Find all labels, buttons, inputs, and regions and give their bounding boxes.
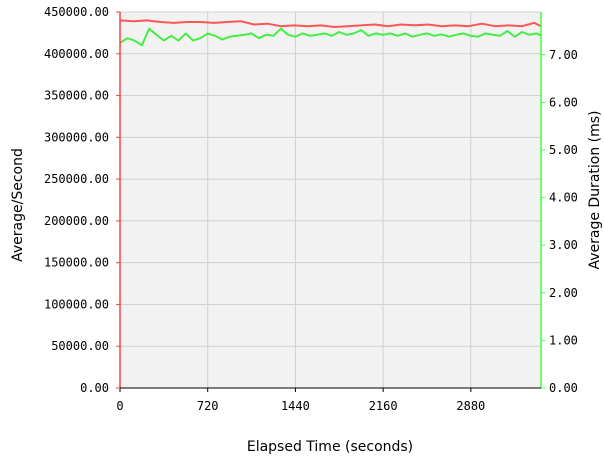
tick-labels: 0 720 1440 2160 2880 0.00 50000.00 100000.00 150… [44, 5, 578, 413]
y-left-tick-label: 450000.00 [44, 5, 109, 19]
grid-lines [120, 11, 541, 388]
y-left-tick-label: 150000.00 [44, 256, 109, 270]
y-right-tick-label: 6.00 [549, 95, 578, 109]
y-right-tick-label: 5.00 [549, 143, 578, 157]
y-right-tick-label: 3.00 [549, 238, 578, 252]
average-per-second-line [119, 19, 542, 28]
axes [116, 11, 545, 392]
plot-background [120, 12, 541, 388]
x-tick-label: 2880 [456, 399, 485, 413]
y-left-tick-label: 350000.00 [44, 89, 109, 103]
y-right-tick-label: 7.00 [549, 48, 578, 62]
y-left-tick-label: 200000.00 [44, 214, 109, 228]
average-duration-line [119, 27, 542, 47]
y-left-tick-label: 100000.00 [44, 297, 109, 311]
x-axis-title: Elapsed Time (seconds) [247, 439, 413, 455]
y-right-axis-title: Average Duration (ms) [587, 110, 603, 269]
y-left-axis-title: Average/Second [10, 148, 26, 262]
series-lines [119, 19, 542, 47]
y-right-tick-label: 4.00 [549, 191, 578, 205]
x-tick-label: 2160 [369, 399, 398, 413]
y-left-tick-label: 50000.00 [51, 339, 109, 353]
x-tick-label: 720 [197, 399, 219, 413]
x-tick-label: 1440 [281, 399, 310, 413]
y-right-tick-label: 1.00 [549, 333, 578, 347]
y-left-tick-label: 0.00 [80, 381, 109, 395]
y-right-tick-label: 0.00 [549, 381, 578, 395]
y-right-tick-label: 2.00 [549, 286, 578, 300]
y-left-tick-label: 300000.00 [44, 130, 109, 144]
y-left-tick-label: 250000.00 [44, 172, 109, 186]
x-tick-label: 0 [116, 399, 123, 413]
y-left-tick-label: 400000.00 [44, 47, 109, 61]
